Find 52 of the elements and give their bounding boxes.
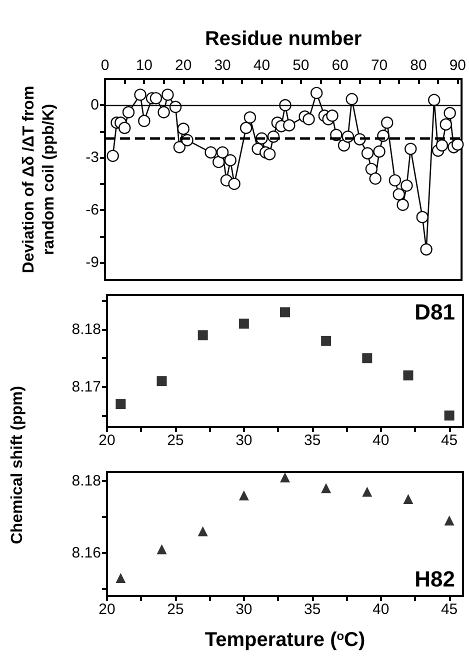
point <box>362 353 372 364</box>
x-tick-label: 80 <box>410 57 427 74</box>
x-tick-label: 25 <box>167 601 184 618</box>
y-tick-label: 8.17 <box>72 378 101 396</box>
point <box>116 573 126 584</box>
x-tick-label: 30 <box>236 432 252 449</box>
point <box>280 472 290 482</box>
x-tick-label: 70 <box>370 57 388 74</box>
x-tick-label: 20 <box>175 57 192 74</box>
y-tick-label: -9 <box>86 254 99 272</box>
point <box>198 330 208 340</box>
x-tick-label: 35 <box>304 601 321 618</box>
x-tick-label: 60 <box>332 57 348 74</box>
x-tick-label: 25 <box>167 432 184 449</box>
point <box>156 376 167 386</box>
y-axis-title: Chemical shift (ppm) <box>9 386 27 544</box>
x-tick-label: 10 <box>136 57 153 74</box>
x-tick-label: 20 <box>98 432 116 449</box>
y-tick-label: 8.18 <box>72 320 101 338</box>
x-tick-label: 30 <box>214 57 231 74</box>
point <box>280 307 290 318</box>
point <box>321 483 332 494</box>
y-tick-label: 0 <box>90 96 99 114</box>
x-tick-label: 35 <box>304 432 321 449</box>
x-tick-label: 20 <box>98 601 116 618</box>
annotation: D81 <box>414 300 455 324</box>
x-tick-label: 40 <box>372 432 390 449</box>
point <box>403 494 414 504</box>
x-tick-label: 50 <box>292 57 310 74</box>
y-tick-label: -3 <box>86 149 99 166</box>
x-tick-label: 30 <box>236 601 252 618</box>
point <box>403 370 414 380</box>
y-tick-label: 8.18 <box>72 472 101 490</box>
annotation: H82 <box>414 566 455 592</box>
point <box>238 318 249 329</box>
x-tick-label: 40 <box>372 601 390 618</box>
point <box>116 399 126 410</box>
point <box>198 526 208 536</box>
y-tick-label: 8.16 <box>72 544 101 562</box>
point <box>321 336 332 346</box>
y-tick-label: -6 <box>86 202 99 219</box>
x-tick-label: 45 <box>440 601 458 618</box>
point <box>444 516 454 526</box>
y-axis-title: Deviation of Δδ /ΔT from random coil (ppb/K) <box>20 86 58 274</box>
x-axis-title: Residue number <box>204 28 362 50</box>
point <box>156 544 167 554</box>
point <box>238 490 249 500</box>
x-tick-label: 45 <box>440 432 458 449</box>
x-tick-label: 40 <box>253 57 270 74</box>
x-tick-label: 90 <box>449 57 466 74</box>
point <box>362 486 372 497</box>
point <box>444 410 454 421</box>
